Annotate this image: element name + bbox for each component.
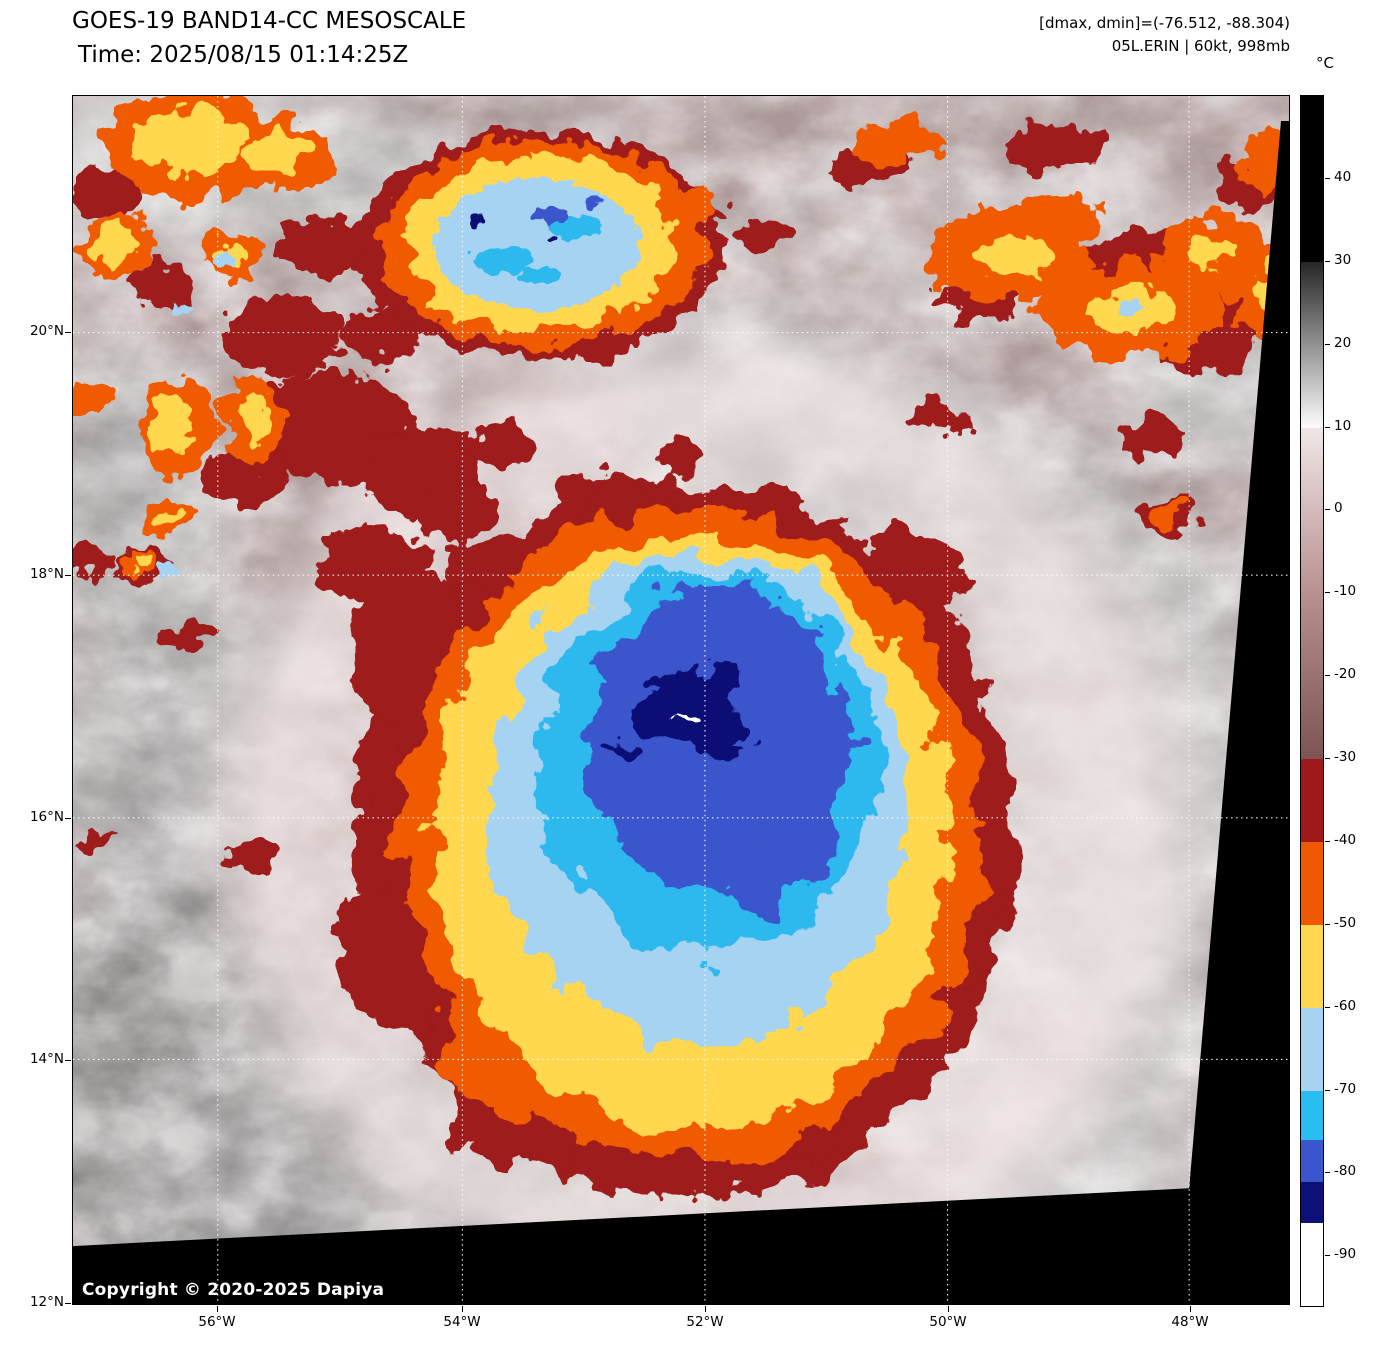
- colorbar-tick-mark: [1325, 178, 1330, 179]
- colorbar-tick-mark: [1325, 675, 1330, 676]
- lat-tick-mark: [65, 575, 71, 576]
- lon-tick-mark: [462, 1306, 463, 1312]
- colorbar-segment: [1301, 1182, 1323, 1223]
- colorbar-segment: [1301, 1008, 1323, 1091]
- colorbar-segment: [1301, 1140, 1323, 1181]
- lat-tick-label: 20°N: [6, 323, 64, 339]
- colorbar-segment: [1301, 1091, 1323, 1141]
- page-title: GOES-19 BAND14-CC MESOSCALE: [72, 8, 466, 34]
- colorbar-tick-label: -30: [1334, 749, 1356, 765]
- colorbar-segment: [1301, 925, 1323, 1008]
- lat-tick-label: 12°N: [6, 1294, 64, 1310]
- lon-tick-mark: [1190, 1306, 1191, 1312]
- lon-tick-label: 48°W: [1150, 1314, 1230, 1330]
- colorbar-tick-label: -20: [1334, 666, 1356, 682]
- colorbar-tick-mark: [1325, 924, 1330, 925]
- colorbar-tick-mark: [1325, 509, 1330, 510]
- colorbar-tick-mark: [1325, 1255, 1330, 1256]
- colorbar-tick-mark: [1325, 1007, 1330, 1008]
- colorbar-tick-mark: [1325, 427, 1330, 428]
- colorbar-tick-label: -70: [1334, 1081, 1356, 1097]
- colorbar-tick-label: 40: [1334, 169, 1351, 185]
- lat-tick-mark: [65, 1060, 71, 1061]
- copyright-text: Copyright © 2020-2025 Dapiya: [82, 1280, 384, 1300]
- colorbar-segment: [1301, 759, 1323, 842]
- colorbar-tick-mark: [1325, 1172, 1330, 1173]
- colorbar-tick-label: -60: [1334, 998, 1356, 1014]
- colorbar-tick-label: -10: [1334, 583, 1356, 599]
- colorbar-tick-label: -50: [1334, 915, 1356, 931]
- colorbar-segment: [1301, 1223, 1323, 1306]
- satellite-map: Copyright © 2020-2025 Dapiya: [72, 95, 1290, 1305]
- storm-info: 05L.ERIN | 60kt, 998mb: [850, 37, 1290, 55]
- lon-tick-label: 54°W: [422, 1314, 502, 1330]
- lon-tick-mark: [217, 1306, 218, 1312]
- colorbar-tick-label: 30: [1334, 252, 1351, 268]
- lat-tick-mark: [65, 818, 71, 819]
- lat-tick-label: 14°N: [6, 1051, 64, 1067]
- lon-tick-label: 52°W: [665, 1314, 745, 1330]
- lat-tick-mark: [65, 332, 71, 333]
- lat-tick-label: 16°N: [6, 809, 64, 825]
- colorbar-unit-label: °C: [1316, 54, 1366, 72]
- timestamp: Time: 2025/08/15 01:14:25Z: [78, 42, 408, 68]
- colorbar-segment: [1301, 428, 1323, 760]
- colorbar-tick-mark: [1325, 344, 1330, 345]
- colorbar-tick-mark: [1325, 1090, 1330, 1091]
- colorbar-tick-label: 20: [1334, 335, 1351, 351]
- dmax-dmin-readout: [dmax, dmin]=(-76.512, -88.304): [850, 14, 1290, 32]
- lon-tick-mark: [705, 1306, 706, 1312]
- colorbar-tick-mark: [1325, 758, 1330, 759]
- colorbar-tick-mark: [1325, 841, 1330, 842]
- colorbar-tick-label: -40: [1334, 832, 1356, 848]
- colorbar: [1300, 95, 1324, 1307]
- satellite-image: [73, 96, 1289, 1304]
- page: { "header": { "title": "GOES-19 BAND14-C…: [0, 0, 1390, 1359]
- lon-tick-mark: [948, 1306, 949, 1312]
- colorbar-segment: [1301, 96, 1323, 262]
- colorbar-tick-label: 0: [1334, 500, 1343, 516]
- colorbar-tick-mark: [1325, 592, 1330, 593]
- colorbar-segment: [1301, 842, 1323, 925]
- colorbar-tick-label: 10: [1334, 418, 1351, 434]
- colorbar-tick-mark: [1325, 261, 1330, 262]
- lon-tick-label: 56°W: [177, 1314, 257, 1330]
- lat-tick-label: 18°N: [6, 566, 64, 582]
- lat-tick-mark: [65, 1303, 71, 1304]
- colorbar-segment: [1301, 262, 1323, 428]
- colorbar-tick-label: -80: [1334, 1163, 1356, 1179]
- lon-tick-label: 50°W: [908, 1314, 988, 1330]
- colorbar-tick-label: -90: [1334, 1246, 1356, 1262]
